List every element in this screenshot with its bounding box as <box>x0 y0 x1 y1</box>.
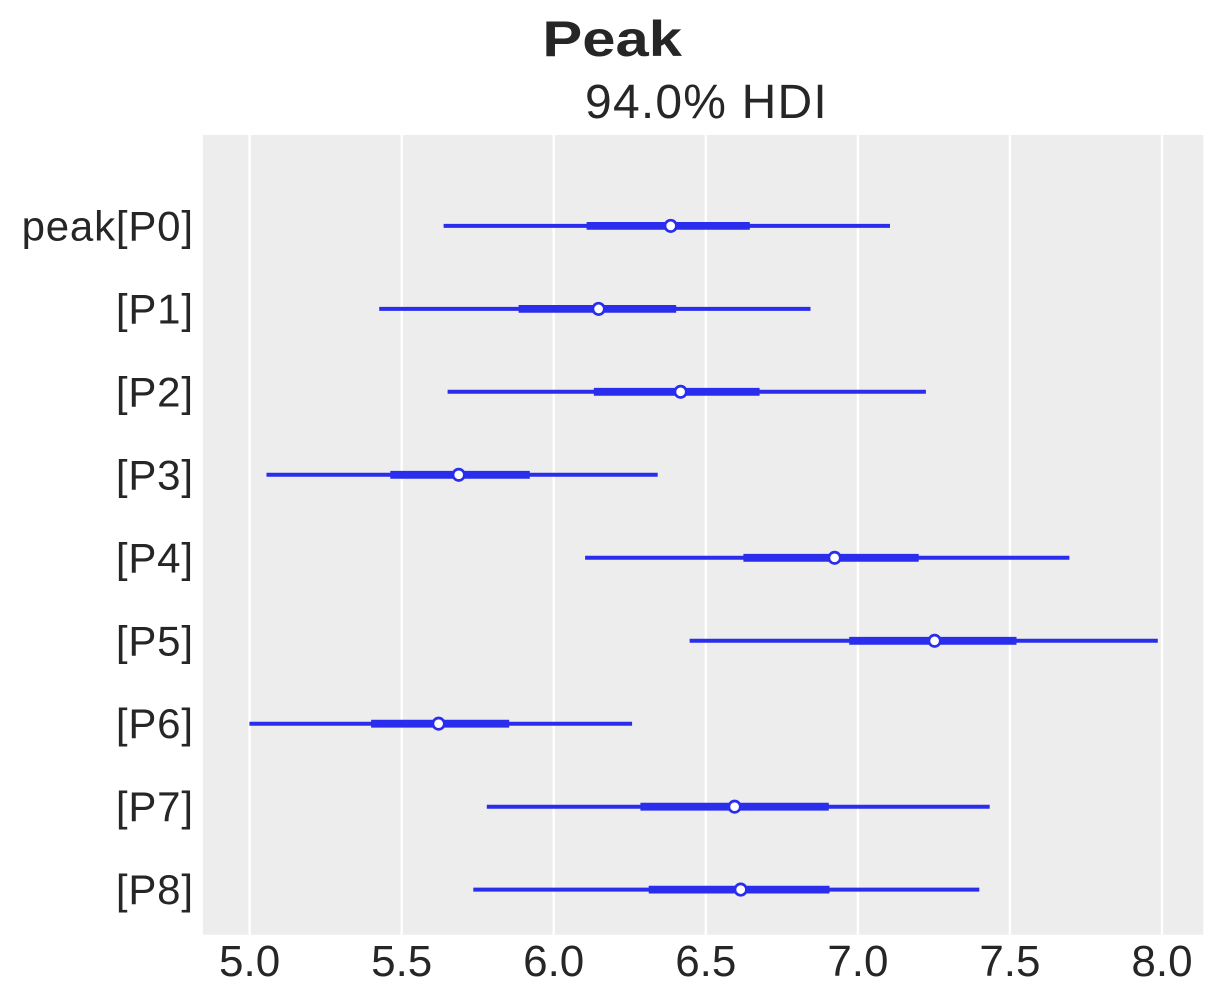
svg-text:Peak: Peak <box>542 11 682 67</box>
svg-text:7.5: 7.5 <box>979 937 1040 986</box>
svg-text:8.0: 8.0 <box>1131 937 1192 986</box>
svg-text:[P8]: [P8] <box>116 866 194 913</box>
svg-text:94.0% HDI: 94.0% HDI <box>585 76 828 129</box>
svg-text:7.0: 7.0 <box>827 937 888 986</box>
svg-text:[P6]: [P6] <box>116 700 194 747</box>
svg-text:[P7]: [P7] <box>116 783 194 830</box>
svg-text:6.0: 6.0 <box>523 937 584 986</box>
svg-text:6.5: 6.5 <box>675 937 736 986</box>
svg-text:5.0: 5.0 <box>219 937 280 986</box>
svg-text:5.5: 5.5 <box>371 937 432 986</box>
svg-text:[P4]: [P4] <box>116 534 194 581</box>
svg-text:[P2]: [P2] <box>116 368 194 415</box>
svg-text:peak[P0]: peak[P0] <box>22 202 194 249</box>
svg-text:[P5]: [P5] <box>116 617 194 664</box>
svg-text:[P3]: [P3] <box>116 451 194 498</box>
svg-text:[P1]: [P1] <box>116 285 194 332</box>
